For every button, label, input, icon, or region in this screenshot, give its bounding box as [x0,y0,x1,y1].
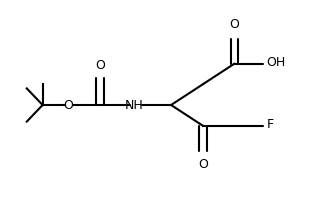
Text: O: O [198,158,208,171]
Text: O: O [95,59,105,72]
Text: O: O [63,98,73,112]
Text: OH: OH [266,56,285,69]
Text: NH: NH [125,98,144,112]
Text: O: O [230,18,239,32]
Text: F: F [266,118,273,131]
